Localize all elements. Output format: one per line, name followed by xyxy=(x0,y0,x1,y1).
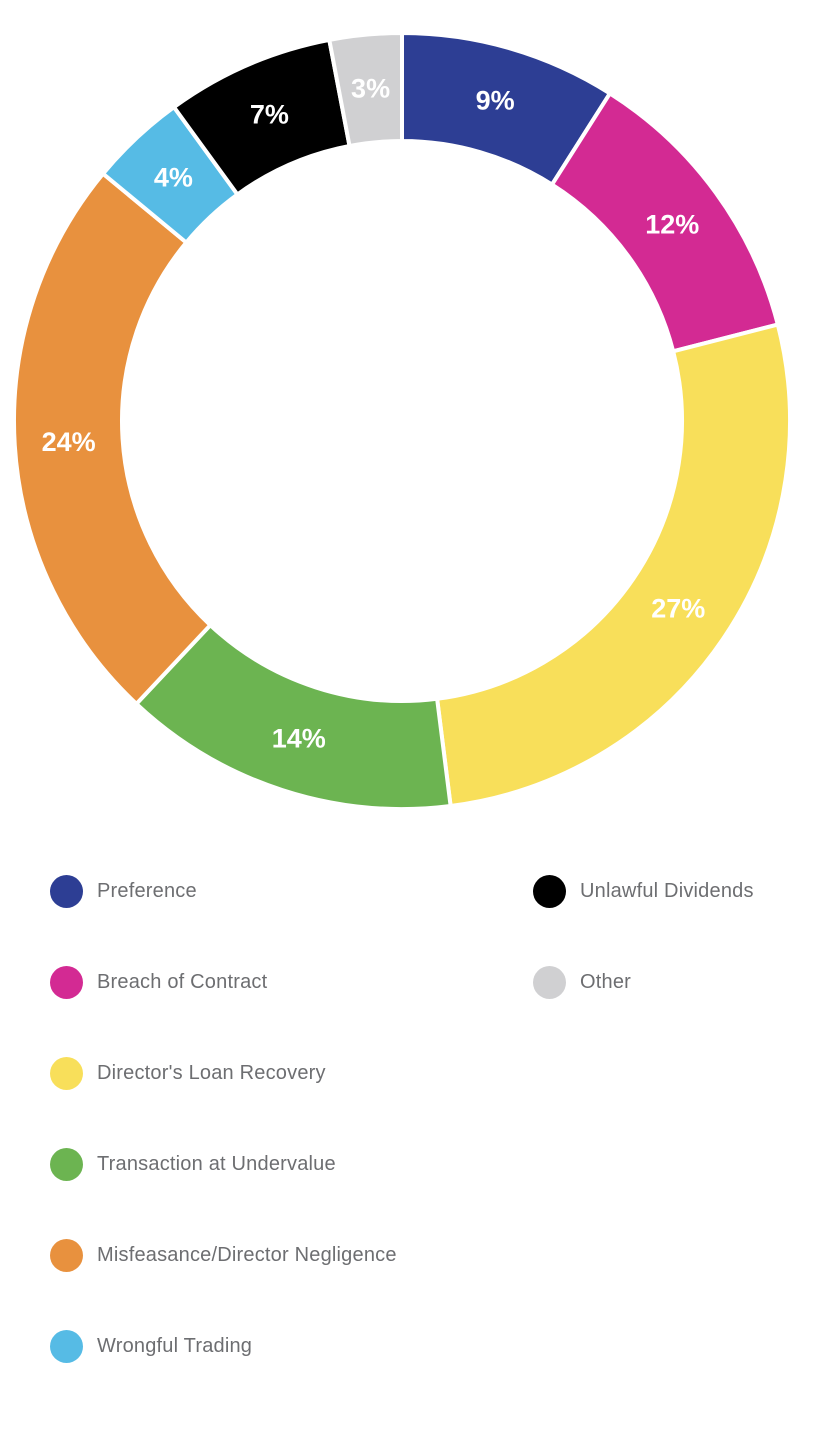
legend-label: Wrongful Trading xyxy=(97,1335,253,1357)
legend-label: Other xyxy=(580,971,632,993)
legend-swatch-icon xyxy=(50,1057,83,1090)
legend-label: Director's Loan Recovery xyxy=(97,1062,326,1084)
donut-chart: 9% 12% 27% 14% 24% 4% 7% 3% xyxy=(12,31,792,811)
legend-item-wrongful-trading: Wrongful Trading xyxy=(50,1330,533,1363)
donut-chart-svg: 9% 12% 27% 14% 24% 4% 7% 3% xyxy=(12,31,792,811)
segment-value-label: 3% xyxy=(351,73,390,103)
legend-swatch-icon xyxy=(533,966,566,999)
legend-item-misfeasance-director-negligence: Misfeasance/Director Negligence xyxy=(50,1239,533,1272)
legend-swatch-icon xyxy=(50,1330,83,1363)
chart-legend: Preference Breach of Contract Director's… xyxy=(50,846,754,1392)
legend-swatch-icon xyxy=(50,966,83,999)
donut-segment-7 xyxy=(327,31,404,148)
legend-label: Unlawful Dividends xyxy=(580,880,754,902)
legend-swatch-icon xyxy=(50,1148,83,1181)
segment-value-label: 12% xyxy=(645,210,699,240)
legend-label: Transaction at Undervalue xyxy=(97,1153,336,1175)
legend-item-directors-loan-recovery: Director's Loan Recovery xyxy=(50,1057,533,1090)
segment-value-label: 27% xyxy=(651,594,705,624)
donut-segment-2 xyxy=(435,322,792,808)
segment-value-label: 24% xyxy=(42,427,96,457)
legend-label: Preference xyxy=(97,880,197,902)
segment-value-label: 4% xyxy=(154,163,193,193)
legend-swatch-icon xyxy=(533,875,566,908)
legend-label: Breach of Contract xyxy=(97,971,268,993)
segment-value-label: 7% xyxy=(250,99,289,129)
legend-item-breach-of-contract: Breach of Contract xyxy=(50,966,533,999)
legend-item-other: Other xyxy=(533,966,754,999)
legend-item-transaction-at-undervalue: Transaction at Undervalue xyxy=(50,1148,533,1181)
legend-swatch-icon xyxy=(50,875,83,908)
donut-segment-4 xyxy=(12,171,213,706)
legend-label: Misfeasance/Director Negligence xyxy=(97,1244,397,1266)
legend-item-preference: Preference xyxy=(50,875,533,908)
legend-item-unlawful-dividends: Unlawful Dividends xyxy=(533,875,754,908)
segment-value-label: 14% xyxy=(272,724,326,754)
segment-value-label: 9% xyxy=(476,85,515,115)
legend-swatch-icon xyxy=(50,1239,83,1272)
